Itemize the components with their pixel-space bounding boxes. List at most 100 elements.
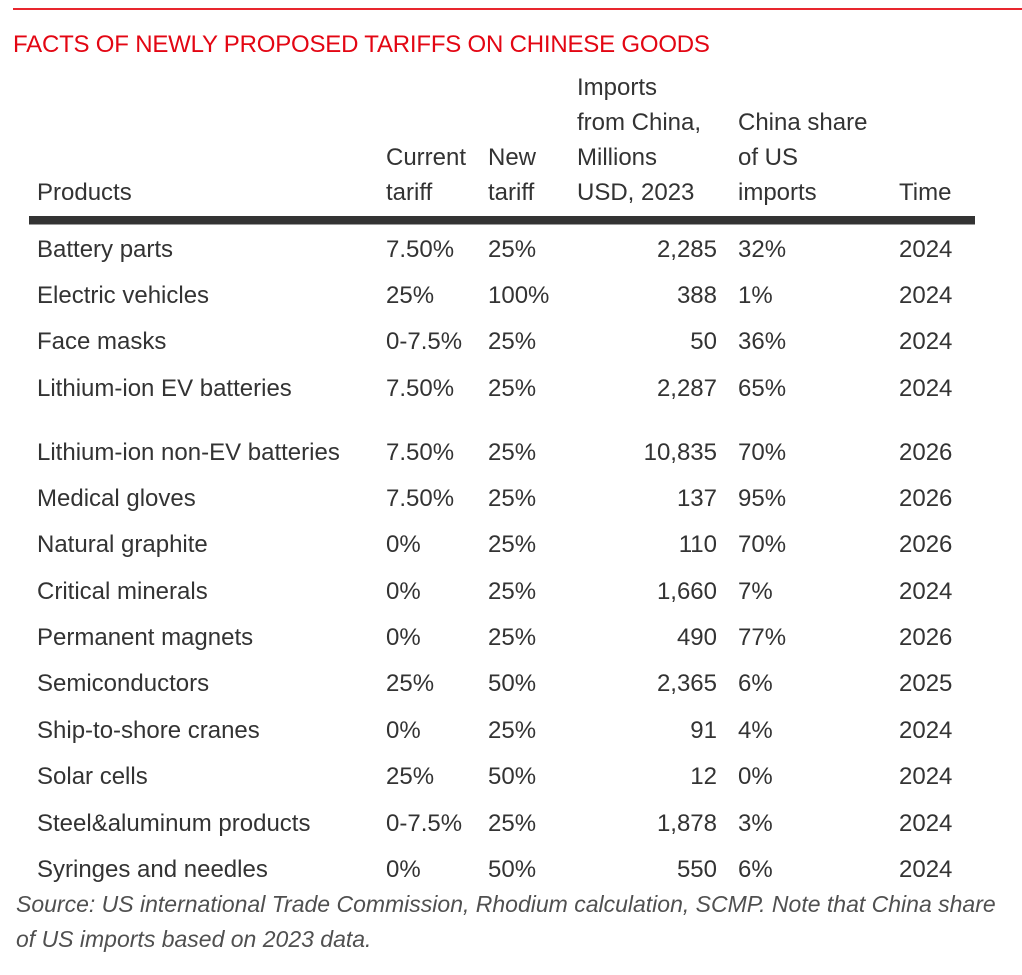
cell-imports: 91 [690, 717, 717, 744]
cell-imports: 110 [678, 531, 717, 558]
cell-current-tariff: 25% [386, 670, 435, 697]
cell-current-tariff: 25% [386, 763, 435, 790]
cell-share: 32% [738, 236, 787, 263]
cell-product: Critical minerals [37, 578, 208, 605]
column-header-current-tariff: tariff [386, 179, 433, 206]
cell-imports: 137 [676, 485, 717, 512]
cell-share: 36% [738, 328, 787, 355]
column-header-share: imports [738, 179, 817, 206]
cell-share: 6% [738, 670, 773, 697]
column-header-time: Time [899, 179, 952, 206]
cell-imports: 550 [676, 856, 717, 883]
cell-product: Solar cells [37, 763, 148, 790]
cell-time: 2024 [899, 328, 953, 355]
cell-product: Face masks [37, 328, 167, 355]
cell-new-tariff: 25% [488, 717, 537, 744]
cell-new-tariff: 25% [488, 624, 537, 651]
cell-current-tariff: 0% [386, 531, 421, 558]
cell-new-tariff: 25% [488, 439, 537, 466]
cell-product: Battery parts [37, 236, 174, 263]
cell-product: Lithium-ion non-EV batteries [37, 439, 340, 466]
cell-current-tariff: 7.50% [386, 236, 455, 263]
cell-product: Medical gloves [37, 485, 196, 512]
cell-new-tariff: 50% [488, 763, 537, 790]
cell-imports: 1,878 [656, 810, 717, 837]
cell-time: 2026 [899, 531, 953, 558]
cell-imports: 10,835 [643, 439, 717, 466]
cell-time: 2024 [899, 282, 953, 309]
cell-new-tariff: 25% [488, 810, 537, 837]
cell-imports: 490 [676, 624, 717, 651]
column-header-imports: from China, [577, 109, 702, 136]
cell-current-tariff: 7.50% [386, 375, 455, 402]
cell-imports: 50 [690, 328, 717, 355]
cell-share: 65% [738, 375, 787, 402]
cell-time: 2024 [899, 236, 953, 263]
cell-time: 2024 [899, 810, 953, 837]
column-header-new-tariff: tariff [488, 179, 535, 206]
cell-new-tariff: 25% [488, 485, 537, 512]
cell-imports: 1,660 [656, 578, 717, 605]
cell-current-tariff: 7.50% [386, 439, 455, 466]
column-header-share: China share [738, 109, 868, 136]
cell-share: 3% [738, 810, 773, 837]
cell-share: 1% [738, 282, 773, 309]
table-title: FACTS OF NEWLY PROPOSED TARIFFS ON CHINE… [13, 31, 710, 58]
cell-current-tariff: 0% [386, 856, 421, 883]
cell-new-tariff: 50% [488, 856, 537, 883]
cell-new-tariff: 25% [488, 328, 537, 355]
cell-product: Ship-to-shore cranes [37, 717, 260, 744]
column-header-imports: Millions [577, 144, 658, 171]
cell-time: 2026 [899, 439, 953, 466]
cell-share: 7% [738, 578, 773, 605]
cell-product: Lithium-ion EV batteries [37, 375, 292, 402]
cell-current-tariff: 0% [386, 717, 421, 744]
column-header-share: of US [738, 144, 799, 171]
cell-current-tariff: 0% [386, 578, 421, 605]
column-header-new-tariff: New [488, 144, 537, 171]
cell-product: Electric vehicles [37, 282, 210, 309]
cell-new-tariff: 25% [488, 375, 537, 402]
cell-current-tariff: 0% [386, 624, 421, 651]
cell-time: 2024 [899, 578, 953, 605]
cell-new-tariff: 25% [488, 531, 537, 558]
cell-product: Syringes and needles [37, 856, 268, 883]
column-header-product: Products [37, 179, 132, 206]
cell-imports: 2,365 [656, 670, 717, 697]
cell-product: Semiconductors [37, 670, 210, 697]
cell-imports: 2,287 [656, 375, 717, 402]
cell-share: 4% [738, 717, 773, 744]
column-header-current-tariff: Current [386, 144, 467, 171]
cell-share: 95% [738, 485, 787, 512]
cell-new-tariff: 100% [488, 282, 550, 309]
cell-product: Natural graphite [37, 531, 208, 558]
cell-imports: 2,285 [656, 236, 717, 263]
cell-current-tariff: 0-7.5% [386, 810, 463, 837]
cell-time: 2025 [899, 670, 953, 697]
cell-imports: 388 [676, 282, 717, 309]
cell-time: 2024 [899, 856, 953, 883]
cell-share: 77% [738, 624, 787, 651]
cell-current-tariff: 0-7.5% [386, 328, 463, 355]
cell-new-tariff: 25% [488, 236, 537, 263]
cell-imports: 12 [690, 763, 717, 790]
source-note: Source: US international Trade Commissio… [16, 891, 996, 952]
cell-time: 2024 [899, 375, 953, 402]
cell-time: 2026 [899, 624, 953, 651]
top-red-rule [13, 8, 1022, 10]
cell-current-tariff: 7.50% [386, 485, 455, 512]
column-header-imports: Imports [577, 74, 658, 101]
cell-product: Steel&aluminum products [37, 810, 311, 837]
column-header-imports: USD, 2023 [577, 179, 695, 206]
cell-product: Permanent magnets [37, 624, 254, 651]
cell-time: 2024 [899, 717, 953, 744]
header-divider [29, 216, 975, 225]
cell-new-tariff: 25% [488, 578, 537, 605]
cell-current-tariff: 25% [386, 282, 435, 309]
cell-new-tariff: 50% [488, 670, 537, 697]
cell-share: 70% [738, 439, 787, 466]
cell-share: 0% [738, 763, 773, 790]
cell-share: 6% [738, 856, 773, 883]
cell-time: 2026 [899, 485, 953, 512]
cell-share: 70% [738, 531, 787, 558]
